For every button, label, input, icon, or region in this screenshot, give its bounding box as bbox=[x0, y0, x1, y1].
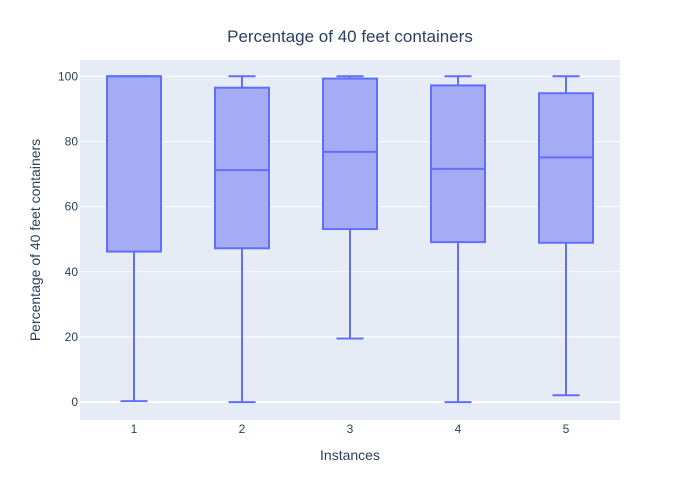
box-item-2 bbox=[214, 75, 270, 404]
box-item-4 bbox=[430, 75, 486, 404]
y-tick-label: 80 bbox=[65, 134, 79, 148]
x-tick-label: 3 bbox=[347, 422, 354, 436]
y-tick-label: 20 bbox=[65, 330, 79, 344]
box-item-3 bbox=[322, 75, 378, 340]
chart-title: Percentage of 40 feet containers bbox=[227, 27, 473, 46]
box-item-1 bbox=[106, 75, 162, 403]
x-axis-ticks: 1 2 3 4 5 bbox=[131, 422, 570, 436]
y-tick-label: 100 bbox=[58, 69, 78, 83]
y-axis-ticks: 0 20 40 60 80 100 bbox=[58, 69, 78, 409]
iqr-box bbox=[106, 75, 162, 253]
iqr-box bbox=[430, 84, 486, 244]
iqr-box bbox=[538, 92, 594, 244]
x-tick-label: 2 bbox=[239, 422, 246, 436]
iqr-box bbox=[214, 86, 270, 250]
x-tick-label: 1 bbox=[131, 422, 138, 436]
y-tick-label: 0 bbox=[71, 395, 78, 409]
x-tick-label: 4 bbox=[455, 422, 462, 436]
box-item-5 bbox=[538, 75, 594, 397]
x-tick-label: 5 bbox=[563, 422, 570, 436]
iqr-box bbox=[322, 77, 378, 231]
box-series bbox=[106, 75, 594, 404]
y-tick-label: 40 bbox=[65, 265, 79, 279]
x-axis-title: Instances bbox=[320, 447, 380, 463]
y-axis-title: Percentage of 40 feet containers bbox=[27, 139, 43, 341]
y-tick-label: 60 bbox=[65, 200, 79, 214]
